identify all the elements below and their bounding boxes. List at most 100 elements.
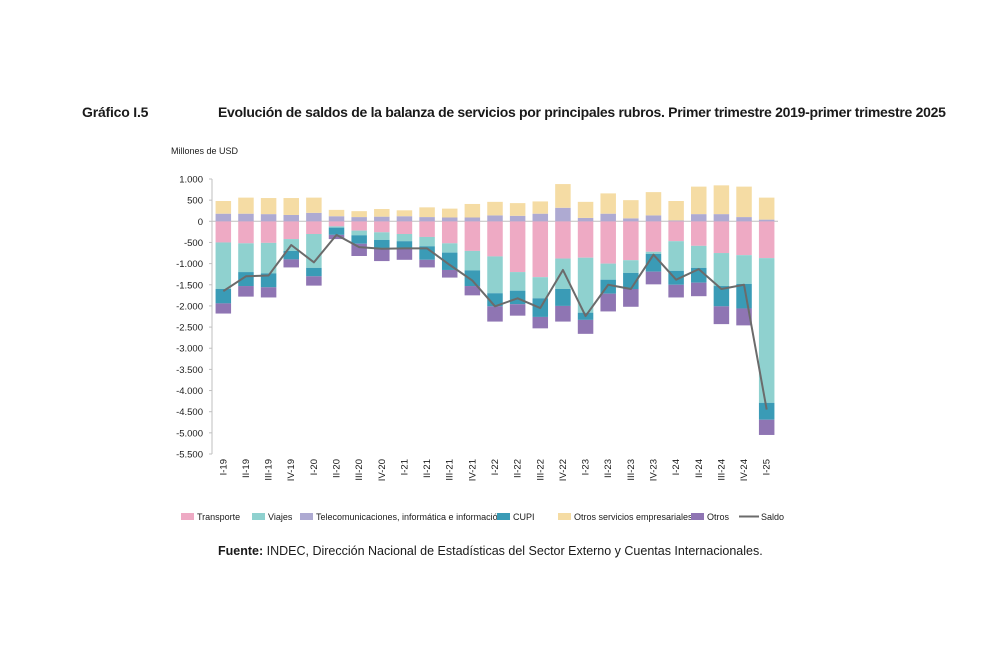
bar-segment xyxy=(600,193,616,214)
bar-segment xyxy=(600,213,616,222)
bar-segment xyxy=(328,234,345,240)
x-tick-label: I-25 xyxy=(762,459,773,475)
bar-segment xyxy=(306,276,322,286)
bar-segment xyxy=(215,242,232,289)
bar-segment xyxy=(532,201,549,214)
bar-segment xyxy=(623,272,639,289)
bar-segment xyxy=(691,282,707,297)
bar-segment xyxy=(668,284,684,298)
bar-segment xyxy=(260,287,277,298)
x-tick-label: II-24 xyxy=(694,459,705,478)
bar-segment xyxy=(306,221,322,234)
bar-segment xyxy=(215,221,232,243)
source-text: INDEC, Dirección Nacional de Estadística… xyxy=(263,544,763,558)
bar-segment xyxy=(328,221,345,227)
bar-segment xyxy=(713,253,730,287)
legend-swatch xyxy=(300,513,313,520)
bar-segment xyxy=(487,256,503,294)
bar-segment xyxy=(758,197,775,220)
bar-segment xyxy=(283,214,299,222)
bar-segment xyxy=(351,221,367,231)
bar-segment xyxy=(691,245,707,268)
x-tick-label: II-21 xyxy=(422,459,433,478)
legend-label: Saldo xyxy=(761,512,784,522)
bar-segment xyxy=(713,221,730,254)
bar-segment xyxy=(555,258,571,289)
chart-title: Evolución de saldos de la balanza de ser… xyxy=(218,104,946,120)
x-tick-label: II-22 xyxy=(513,459,524,478)
bar-segment xyxy=(374,221,390,233)
bar-segment xyxy=(215,201,232,214)
x-tick-label: II-19 xyxy=(241,459,252,478)
bar-segment xyxy=(464,286,481,296)
saldo-line xyxy=(222,233,768,410)
bar-segment xyxy=(419,246,435,260)
bar-segment xyxy=(396,216,413,222)
bar-segment xyxy=(260,214,277,222)
legend-label: Transporte xyxy=(197,512,240,522)
y-tick-label: 500 xyxy=(187,196,203,207)
bar-segment xyxy=(600,293,616,312)
bar-segment xyxy=(396,221,413,234)
legend: Transporte Viajes Telecomunicaciones, info… xyxy=(181,512,784,522)
bar-segment xyxy=(464,221,481,251)
bar-segment xyxy=(645,251,662,254)
bar-segment xyxy=(758,219,775,222)
y-tick-label: -5.000 xyxy=(176,428,203,439)
bar-segment xyxy=(758,221,775,259)
bar-segment xyxy=(238,286,254,297)
bar-segment xyxy=(238,213,254,222)
x-tick-label: I-22 xyxy=(490,459,501,475)
bar-segment xyxy=(509,272,526,291)
figure-label: Gráfico I.5 xyxy=(82,104,149,120)
legend-swatch xyxy=(497,513,510,520)
bar-segment xyxy=(374,209,390,217)
bar-segment xyxy=(306,212,322,222)
bar-segment xyxy=(374,216,390,222)
bar-segment xyxy=(691,221,707,246)
bar-segment xyxy=(713,306,730,325)
bar-segment xyxy=(396,210,413,217)
x-tick-label: III-22 xyxy=(535,459,546,481)
bar-segment xyxy=(260,242,277,274)
bar-segment xyxy=(351,211,367,218)
bar-segment xyxy=(555,221,571,259)
legend-label: Otros xyxy=(707,512,730,522)
bar-segment xyxy=(713,286,730,307)
x-tick-label: IV-19 xyxy=(286,459,297,481)
bar-segment xyxy=(577,319,594,334)
bar-segment xyxy=(668,220,684,222)
bar-segment xyxy=(623,289,639,307)
bar-segment xyxy=(328,226,345,228)
bar-segment xyxy=(441,252,458,270)
bar-segment xyxy=(713,185,730,215)
x-tick-label: I-24 xyxy=(671,459,682,475)
bar-segment xyxy=(328,216,345,222)
x-tick-label: IV-20 xyxy=(377,459,388,481)
bar-segment xyxy=(577,257,594,313)
bar-segment xyxy=(351,217,367,222)
unit-label: Millones de USD xyxy=(171,146,239,156)
legend-label: Otros servicios empresariales xyxy=(574,512,693,522)
y-tick-label: -5.500 xyxy=(176,450,203,461)
y-tick-label: -2.000 xyxy=(176,301,203,312)
x-tick-label: III-24 xyxy=(716,459,727,481)
source-label: Fuente: xyxy=(218,544,264,558)
bar-segment xyxy=(600,263,616,280)
bar-segment xyxy=(283,221,299,240)
x-tick-label: IV-23 xyxy=(648,459,659,481)
bar-segment xyxy=(419,259,435,268)
x-tick-label: III-21 xyxy=(445,459,456,481)
legend-label: CUPI xyxy=(513,512,535,522)
bar-segment xyxy=(464,250,481,271)
y-tick-label: -3.000 xyxy=(176,344,203,355)
bar-segment xyxy=(374,239,390,248)
bar-segment xyxy=(577,221,594,258)
bar-segment xyxy=(509,221,526,273)
x-tick-label: IV-24 xyxy=(739,459,750,481)
bar-segment xyxy=(396,247,413,260)
bar-segment xyxy=(487,215,503,222)
bar-segment xyxy=(532,213,549,222)
legend-label: Telecomunicaciones, informática e inform… xyxy=(316,512,503,522)
